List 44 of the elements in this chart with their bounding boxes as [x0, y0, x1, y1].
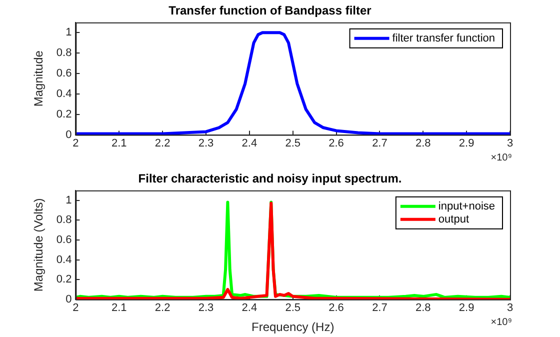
legend-label: input+noise: [438, 200, 496, 212]
y-tick-label: 0.8: [56, 47, 72, 60]
x-tick-label: 2.6: [328, 302, 344, 314]
x-tick-label: 2.9: [458, 302, 474, 314]
legend-label: filter transfer function: [392, 32, 496, 44]
y-tick-label: 1: [66, 26, 72, 39]
text: ×10⁹: [490, 152, 512, 164]
x-tick-label: 2.3: [198, 137, 214, 150]
x-tick-label: 2.5: [285, 137, 300, 150]
x-tick-label: 2.7: [372, 137, 388, 150]
x-tick-label: 2.4: [242, 302, 258, 314]
text: ×10⁹: [490, 317, 512, 328]
x-tick-label: 3: [506, 137, 514, 150]
y-tick-label: 0.6: [56, 234, 72, 246]
x-tick-label: 2.1: [111, 137, 127, 150]
y-tick-label: 0.6: [56, 68, 72, 80]
y-axis-title: Magnitude: [32, 50, 46, 107]
x-tick-label: 2.2: [154, 302, 170, 314]
chart-title: Transfer function of Bandpass filter: [168, 4, 372, 18]
y-tick-label: 0: [66, 128, 72, 141]
x-tick-label: 2.4: [242, 137, 258, 150]
x-tick-label: 2.8: [415, 302, 431, 314]
x-tick-label: 2.2: [154, 137, 170, 150]
x-tick-label: 2.1: [111, 302, 127, 314]
x-tick-label: 2.5: [285, 302, 300, 314]
y-tick-label: 0.4: [56, 254, 72, 266]
x-tick-label: 3: [506, 302, 514, 314]
chart-title: Filter characteristic and noisy input spectrum.: [138, 172, 402, 186]
x-axis-title: Frequency (Hz): [252, 320, 334, 334]
y-tick-label: 0.4: [56, 88, 72, 100]
y-axis-title: Magnitude (Volts): [32, 198, 46, 292]
x-tick-label: 2.9: [458, 137, 474, 150]
x-tick-label: 2: [72, 137, 79, 150]
x-tick-label: 2.6: [328, 137, 344, 150]
y-tick-label: 1: [66, 194, 72, 206]
x-tick-label: 2: [72, 302, 79, 314]
x-tick-label: 2.8: [415, 137, 431, 150]
x-tick-label: 2.3: [198, 302, 214, 314]
x-tick-label: 2.7: [372, 302, 388, 314]
y-tick-label: 0: [66, 293, 72, 306]
y-tick-label: 0.2: [56, 274, 72, 286]
legend-label: output: [438, 213, 470, 226]
y-tick-label: 0.8: [56, 214, 72, 226]
y-tick-label: 0.2: [56, 108, 72, 120]
